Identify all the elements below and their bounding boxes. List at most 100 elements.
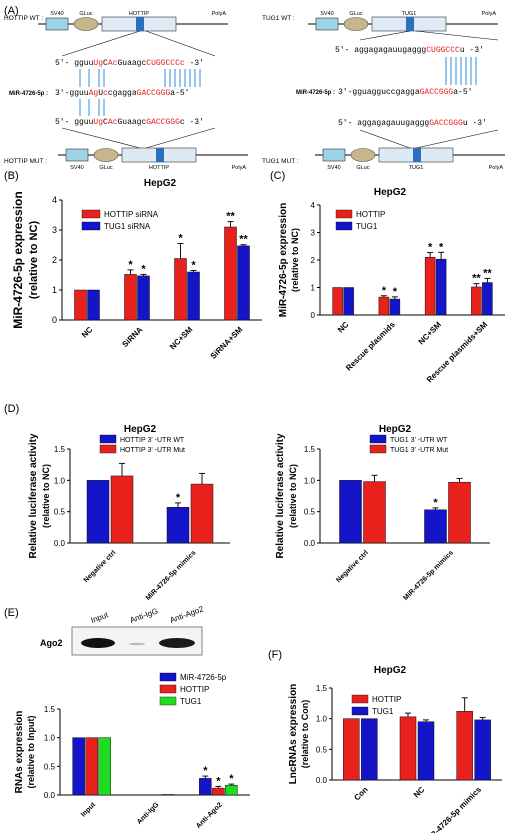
legend-swatch — [369, 434, 387, 444]
x-tick-label: Rescue plasmids — [344, 320, 397, 373]
significance-mark: ** — [239, 234, 248, 246]
y-tick-label: 0 — [52, 315, 57, 325]
panel-label: (C) — [270, 170, 285, 182]
y-tick-label: 0.5 — [54, 508, 66, 517]
polya-label: PolyA — [482, 11, 497, 17]
y-tick-label: 0.0 — [44, 791, 56, 800]
legend-label: TUG1 — [180, 697, 202, 706]
bar — [199, 778, 212, 796]
bar — [86, 480, 110, 544]
chart-title: HepG2 — [144, 178, 177, 189]
seq-segment: c — [113, 118, 118, 127]
panel-label: (A) — [4, 5, 19, 17]
legend-swatch — [81, 221, 101, 231]
site-block — [156, 148, 164, 162]
chart-D: (D) HepG2 0.0 0.5 1.0 1.5 Relative luciferase … — [4, 403, 230, 602]
significance-mark: * — [428, 242, 433, 254]
significance-mark: ** — [226, 211, 235, 223]
legend-swatch — [351, 694, 369, 704]
seq-segment: gagga — [396, 88, 420, 97]
y-tick-label: 2 — [52, 255, 57, 265]
zoom-line — [415, 129, 499, 149]
sv40-box — [65, 148, 89, 162]
seq-segment: 5'- gguu — [55, 59, 94, 68]
x-tick-label: NC+SM — [417, 320, 444, 347]
x-tick-label: Input — [80, 801, 98, 819]
chart-title: HepG2 — [379, 424, 412, 435]
y-axis-label: MiR-4726-5p expression — [278, 203, 289, 318]
bar — [237, 245, 250, 321]
legend-label: MiR-4726-5p — [180, 673, 227, 682]
bar — [212, 787, 225, 796]
bar — [361, 718, 378, 781]
zoom-line — [359, 30, 411, 41]
legend-label: HOTTIP 3' -UTR Mut — [120, 447, 185, 454]
significance-mark: * — [216, 775, 221, 787]
gluc-label: GLuc — [79, 11, 92, 17]
mir-sequence: 3'-gguuAgUccgaggaGACCGGGa-5' — [55, 89, 189, 98]
panel-label: (D) — [4, 403, 19, 415]
x-tick-label: SiRNA+SM — [209, 325, 245, 361]
y-tick-label: 0.5 — [316, 745, 328, 754]
chart-F: (F) HepG2 0.0 0.5 1.0 1.5 LncRNAs expression (r… — [268, 649, 502, 833]
seq-segment: U — [98, 89, 103, 98]
panel-label: (F) — [268, 649, 282, 661]
gluc-ellipse — [73, 17, 99, 31]
mir-sequence: 3'-gguagguccgaggaGACCGGGa-5' — [338, 88, 472, 97]
bar — [174, 258, 187, 321]
seq-segment: CUGGCCCc — [146, 59, 185, 68]
significance-mark: * — [382, 285, 387, 297]
y-tick-label: 0.5 — [44, 762, 56, 771]
sv40-box — [322, 148, 346, 162]
bar — [225, 785, 238, 796]
legend-swatch — [335, 221, 353, 231]
polya-label: PolyA — [212, 11, 227, 17]
gluc-label: GLuc — [349, 11, 362, 17]
significance-mark: * — [229, 773, 234, 785]
legend-label: TUG1 3' -UTR Mut — [390, 447, 448, 454]
y-axis-label: (relative to NC) — [28, 221, 40, 300]
seq-segment: GACCGGG — [146, 118, 180, 127]
legend-swatch — [159, 684, 177, 694]
y-axis-label: LncRNAs expression — [288, 684, 299, 785]
site-block — [136, 17, 144, 31]
bar — [471, 286, 482, 316]
y-tick-label: 1.0 — [304, 476, 316, 485]
mir-label: MiR-4726-5p : — [296, 90, 335, 96]
wt-sequence: 5'- aggagagauugagggCUGGCCCu -3' — [335, 46, 484, 55]
bar — [74, 289, 87, 321]
bar — [378, 296, 390, 316]
sv40-label: SV40 — [320, 11, 333, 17]
legend-swatch — [99, 434, 117, 444]
y-tick-label: 2 — [311, 256, 316, 265]
y-axis-label: (relative to Input) — [26, 715, 36, 788]
significance-mark: * — [141, 263, 146, 275]
y-tick-label: 1.5 — [54, 445, 66, 454]
x-tick-label: NC — [80, 325, 95, 340]
gene-label: TUG1 — [402, 11, 417, 17]
y-tick-label: 4 — [52, 195, 57, 205]
gluc-ellipse — [350, 148, 376, 162]
significance-mark: * — [203, 765, 208, 777]
seq-segment: 5'- gguu — [55, 118, 94, 127]
chart-B: (B) HepG2 0 1 2 3 4 MiR-4726-5p expression (rela… — [4, 170, 262, 361]
blot-band-igg — [129, 642, 145, 646]
bar — [435, 258, 447, 316]
seq-segment: GACCGGG — [429, 119, 463, 128]
significance-mark: * — [191, 260, 196, 272]
bar — [85, 737, 98, 796]
seq-segment: G — [117, 59, 122, 68]
significance-mark: * — [176, 492, 181, 504]
legend-swatch — [335, 209, 353, 219]
bar — [456, 711, 473, 781]
seq-segment: Ug — [93, 59, 103, 68]
y-tick-label: 4 — [311, 201, 316, 210]
blot-band-ago2 — [159, 638, 195, 648]
zoom-line — [61, 30, 141, 57]
y-axis-label: (relative to Con) — [300, 700, 310, 769]
seq-segment: -3' — [185, 59, 204, 68]
panel-label: (E) — [4, 607, 19, 619]
sv40-box — [45, 17, 69, 31]
bar — [343, 287, 354, 316]
